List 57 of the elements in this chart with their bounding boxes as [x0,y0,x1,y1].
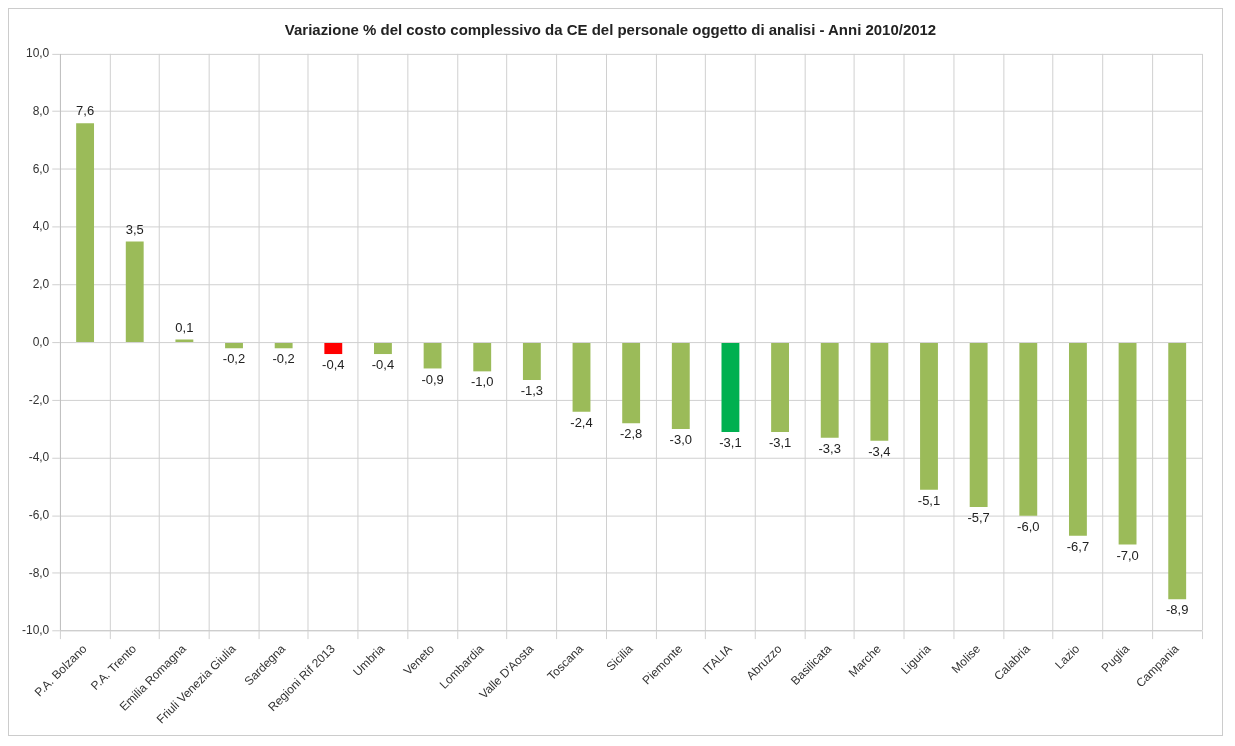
y-tick-label: -8,0 [28,565,50,580]
bar [870,342,889,441]
data-label: -0,9 [421,371,444,387]
y-tick-label: 4,0 [32,219,50,234]
data-label: -1,3 [520,383,544,399]
bar [1068,342,1087,536]
bar [721,342,740,432]
bar [76,123,95,342]
y-tick-label: -10,0 [21,623,50,638]
bar [622,342,641,424]
data-label: -8,9 [1166,602,1189,618]
bar [473,342,492,372]
chart-title: Variazione % del costo complessivo da CE del personale oggetto di analisi - Anni 2010/2012 [284,21,937,39]
data-label: -3,4 [868,443,891,459]
bar [969,342,988,508]
bar [522,342,541,381]
bar [920,342,938,490]
data-label: -2,8 [619,426,643,442]
bar [225,342,243,349]
data-label: -2,4 [570,414,593,430]
data-label: -6,7 [1066,538,1090,554]
bar [671,342,690,430]
bar [771,342,790,432]
data-label: -3,1 [719,435,742,450]
y-tick-label: 2,0 [32,277,50,292]
bar [423,342,442,369]
data-label: -3,1 [768,435,792,450]
data-label: 7,6 [76,103,95,119]
y-tick-label: 8,0 [32,103,50,118]
bar [1168,342,1187,600]
data-label: -1,0 [471,374,494,390]
y-tick-label: -6,0 [28,507,50,522]
data-label: -0,4 [371,357,395,373]
bar [572,342,591,412]
y-tick-label: -2,0 [28,392,50,407]
y-tick-label: 0,0 [32,334,50,349]
data-label: -6,0 [1017,518,1040,534]
data-label: -0,4 [322,357,345,373]
data-label: -5,7 [967,510,990,526]
bar [820,342,839,438]
data-label: 0,1 [175,319,194,335]
data-label: -0,2 [222,351,246,367]
data-label: -0,2 [272,351,295,367]
bar [1118,342,1137,545]
data-label: -7,0 [1116,547,1139,563]
bar [324,342,343,355]
y-tick-label: -4,0 [28,450,50,465]
data-label: -5,1 [917,492,941,508]
data-label: -3,3 [818,440,841,456]
bar [374,342,392,355]
bar [1019,342,1038,516]
data-label: -3,0 [669,432,692,448]
data-label: 3,5 [125,221,144,237]
y-tick-label: 6,0 [32,161,50,176]
bar [125,241,144,342]
y-tick-label: 10,0 [25,46,50,61]
bar [274,342,293,349]
